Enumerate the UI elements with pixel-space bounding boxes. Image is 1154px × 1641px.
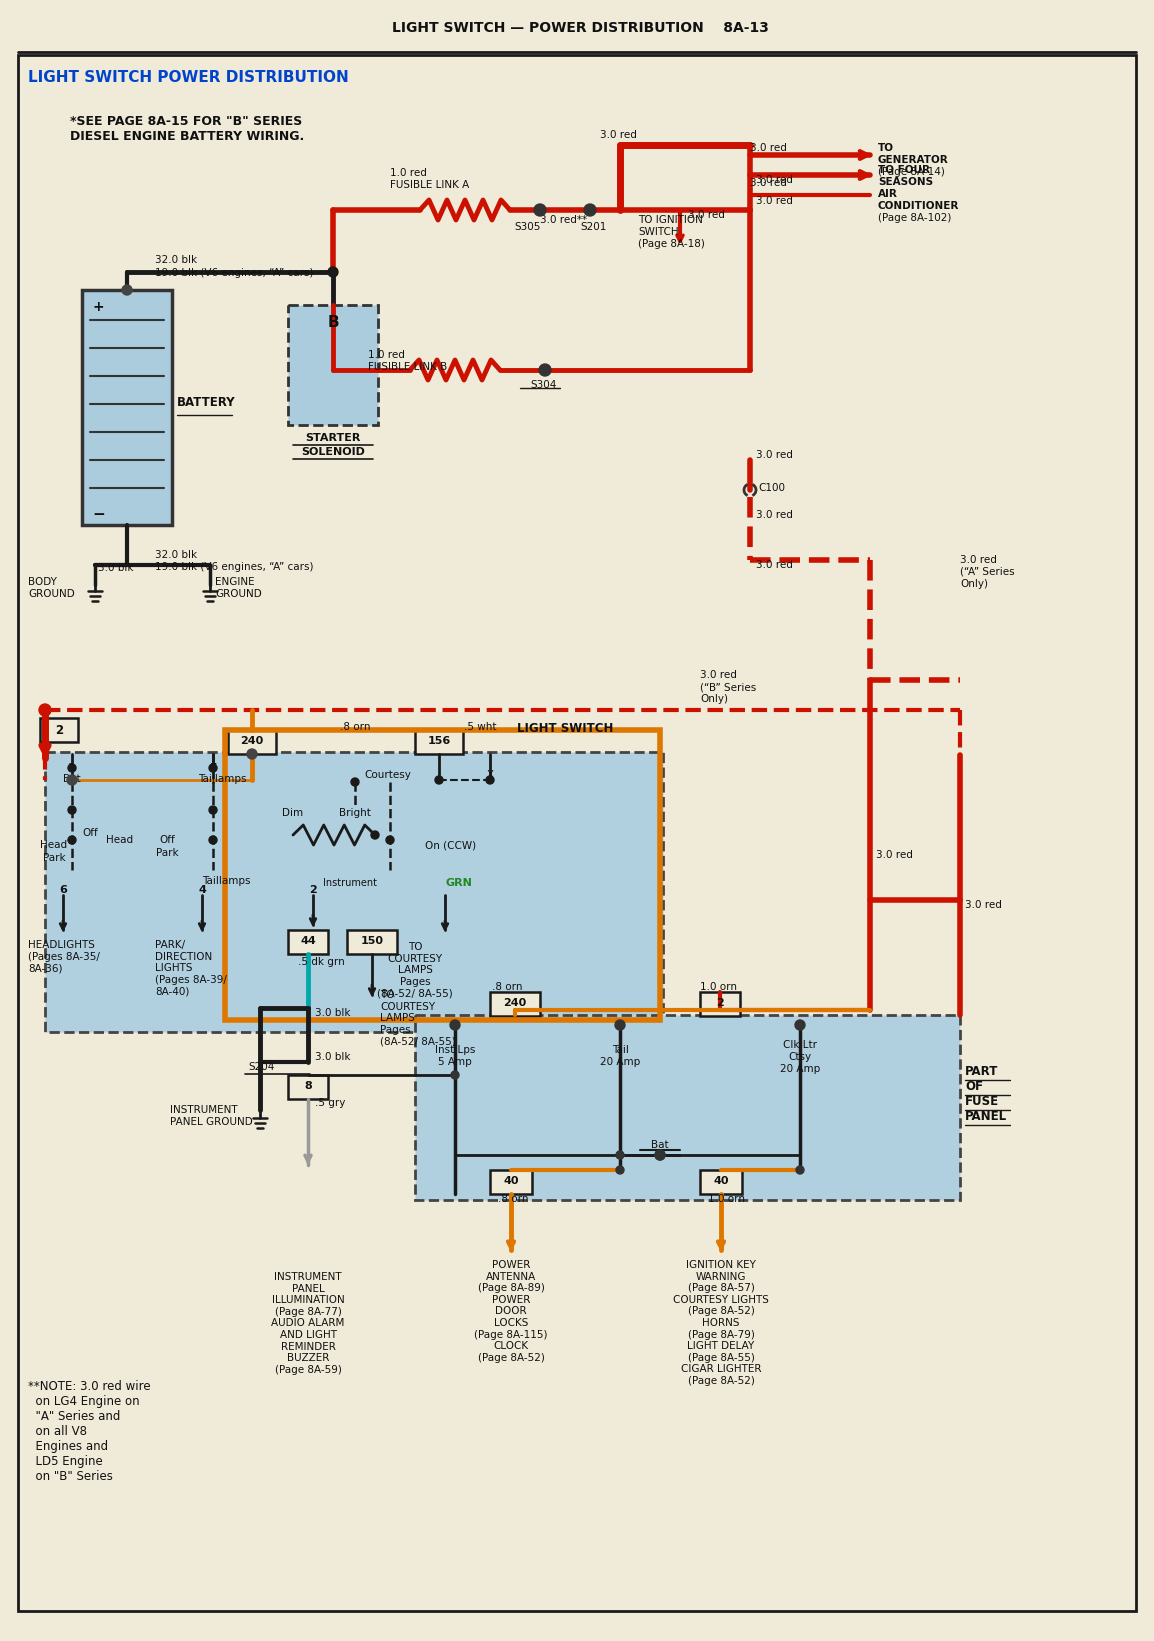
Text: SEASONS: SEASONS [878,177,934,187]
Text: 3.0 red: 3.0 red [965,899,1002,911]
Circle shape [486,776,494,784]
Text: Park: Park [43,853,66,863]
Text: (“B” Series: (“B” Series [700,683,756,693]
Text: 156: 156 [427,737,450,747]
Text: Head: Head [106,835,134,845]
Circle shape [209,765,217,771]
Bar [288,1075,328,1099]
Text: 2: 2 [717,998,724,1008]
Circle shape [67,775,77,784]
Text: 240: 240 [240,737,263,747]
Circle shape [584,203,595,217]
Text: SWITCH: SWITCH [638,226,679,236]
Circle shape [615,1021,625,1031]
Text: FUSIBLE LINK A: FUSIBLE LINK A [390,181,470,190]
Text: Inst Lps: Inst Lps [435,1045,475,1055]
Text: TO
COURTESY
LAMPS
Pages
(8A-52/ 8A-55): TO COURTESY LAMPS Pages (8A-52/ 8A-55) [377,942,452,998]
Text: Dim: Dim [283,807,304,817]
Circle shape [655,1150,665,1160]
Text: 3.0 red: 3.0 red [756,195,793,207]
Bar [228,730,276,753]
Text: .8 orn: .8 orn [492,981,523,993]
Text: 3.0 blk: 3.0 blk [98,563,134,573]
Text: 8: 8 [305,1081,312,1091]
Text: INSTRUMENT
PANEL GROUND: INSTRUMENT PANEL GROUND [170,1104,253,1127]
Text: 20 Amp: 20 Amp [780,1063,820,1073]
Text: 5: 5 [209,763,217,773]
Text: 1: 1 [68,763,76,773]
Text: 20 Amp: 20 Amp [600,1057,640,1067]
Text: Only): Only) [960,579,988,589]
Text: 3.0 red: 3.0 red [750,143,787,153]
Text: Bright: Bright [339,807,370,817]
Text: 1.0 red: 1.0 red [390,167,427,177]
Text: 3.0 blk: 3.0 blk [315,1052,351,1062]
Text: TO IGNITION: TO IGNITION [638,215,703,225]
Bar [700,993,740,1016]
Text: FUSIBLE LINK B: FUSIBLE LINK B [368,363,448,373]
Text: 3.0 blk: 3.0 blk [315,1008,351,1017]
Text: 1.0 orn: 1.0 orn [700,981,737,993]
Text: .8 orn: .8 orn [340,722,370,732]
Text: .5 dk grn: .5 dk grn [298,957,345,967]
Text: Ctsy: Ctsy [788,1052,811,1062]
Text: S201: S201 [580,222,606,231]
Bar [415,730,463,753]
Text: LIGHT SWITCH POWER DISTRIBUTION: LIGHT SWITCH POWER DISTRIBUTION [28,71,349,85]
Text: LIGHT SWITCH: LIGHT SWITCH [517,722,613,735]
Text: 19.0 blk (V6 engines, “A” cars): 19.0 blk (V6 engines, “A” cars) [155,267,314,277]
Text: 3.0 red**: 3.0 red** [540,215,587,225]
Circle shape [68,765,76,771]
Text: CONDITIONER: CONDITIONER [878,200,959,212]
Bar [347,930,397,953]
Bar [288,930,328,953]
Text: 3.0 red: 3.0 red [756,560,793,569]
Text: INSTRUMENT
PANEL
ILLUMINATION
(Page 8A-77)
AUDIO ALARM
AND LIGHT
REMINDER
BUZZER: INSTRUMENT PANEL ILLUMINATION (Page 8A-7… [271,1272,345,1375]
Bar [45,752,664,1032]
Circle shape [39,704,51,715]
Circle shape [655,1150,665,1160]
Text: Courtesy: Courtesy [365,770,412,779]
Text: 6: 6 [59,884,67,894]
Text: 240: 240 [503,998,526,1008]
Text: .5 wht: .5 wht [464,722,496,732]
Text: 40: 40 [503,1177,519,1186]
Text: TO: TO [878,143,894,153]
Text: Taillamps: Taillamps [198,775,247,784]
Text: HEADLIGHTS
(Pages 8A-35/
8A-36): HEADLIGHTS (Pages 8A-35/ 8A-36) [28,940,100,973]
Text: +: + [92,300,104,313]
Text: X: X [487,770,494,779]
Text: 1.0 red: 1.0 red [368,350,405,359]
Text: 32.0 blk: 32.0 blk [155,254,197,264]
Text: PART
OF
FUSE
PANEL: PART OF FUSE PANEL [965,1065,1007,1122]
Bar [490,1170,532,1195]
Text: Bat: Bat [63,775,81,784]
Circle shape [385,835,394,843]
Circle shape [450,1021,460,1031]
Circle shape [351,778,359,786]
Text: C100: C100 [758,482,785,492]
Text: PARK/
DIRECTION
LIGHTS
(Pages 8A-39/
8A-40): PARK/ DIRECTION LIGHTS (Pages 8A-39/ 8A-… [155,940,227,996]
Text: LIGHT SWITCH — POWER DISTRIBUTION    8A-13: LIGHT SWITCH — POWER DISTRIBUTION 8A-13 [391,21,769,34]
Text: 3.0 red: 3.0 red [756,450,793,459]
Circle shape [539,364,550,376]
Text: 1.0 orn: 1.0 orn [709,1195,745,1204]
Text: S304: S304 [530,381,556,391]
Circle shape [209,806,217,814]
Text: GENERATOR: GENERATOR [878,154,949,166]
Text: S204: S204 [248,1062,275,1072]
Text: 32.0 blk: 32.0 blk [155,550,197,560]
Text: SOLENOID: SOLENOID [301,446,365,456]
Circle shape [328,267,338,277]
Bar [288,305,379,425]
Text: Off: Off [159,835,175,845]
Text: *SEE PAGE 8A-15 FOR "B" SERIES
DIESEL ENGINE BATTERY WIRING.: *SEE PAGE 8A-15 FOR "B" SERIES DIESEL EN… [70,115,305,143]
Text: STARTER: STARTER [306,433,361,443]
Text: Only): Only) [700,694,728,704]
Text: IGNITION KEY
WARNING
(Page 8A-57)
COURTESY LIGHTS
(Page 8A-52)
HORNS
(Page 8A-79: IGNITION KEY WARNING (Page 8A-57) COURTE… [673,1260,769,1387]
Bar [82,290,172,525]
Bar [490,993,540,1016]
Circle shape [209,835,217,843]
Circle shape [616,1150,624,1159]
Text: 150: 150 [360,935,383,945]
